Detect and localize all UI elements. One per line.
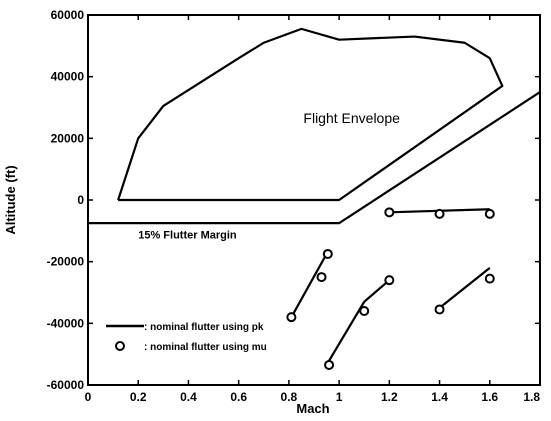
y-tick-label: -60000	[47, 378, 85, 392]
mu-series-marker	[484, 273, 495, 284]
mu-series-marker	[434, 304, 445, 315]
mu-series-marker	[484, 208, 495, 219]
mu-series-marker	[324, 359, 335, 370]
x-tick-label: 1	[336, 390, 343, 404]
x-tick-label: 0	[85, 390, 92, 404]
x-tick-label: 1.2	[381, 390, 398, 404]
y-tick-label: -20000	[47, 255, 85, 269]
flight-envelope-line	[117, 27, 504, 202]
legend-mu-label: : nominal flutter using mu	[144, 342, 267, 353]
mu-series-marker	[434, 208, 445, 219]
mu-series-marker	[359, 306, 370, 316]
plot-area	[88, 27, 540, 370]
y-tick-label: -40000	[47, 316, 85, 330]
mu-series-marker	[384, 207, 395, 218]
legend-pk-label: : nominal flutter using pk	[144, 322, 264, 333]
pk-series-segment	[438, 266, 491, 309]
x-tick-label: 1.8	[523, 390, 540, 404]
y-tick-label: 40000	[51, 70, 85, 84]
mu-series-marker	[316, 272, 327, 283]
legend: : nominal flutter using pk : nominal flut…	[106, 322, 267, 353]
annotations: Flight Envelope 15% Flutter Margin	[138, 110, 400, 242]
flight-envelope-label: Flight Envelope	[303, 110, 400, 126]
x-tick-label: 1.4	[431, 390, 448, 404]
y-tick-label: 60000	[51, 8, 85, 22]
flutter-margin-label: 15% Flutter Margin	[138, 230, 237, 242]
pk-series-segment	[290, 253, 328, 318]
x-tick-label: 0.2	[130, 390, 147, 404]
x-axis-title: Mach	[296, 401, 329, 416]
x-tick-label: 0.4	[180, 390, 197, 404]
x-tick-label: 1.6	[481, 390, 498, 404]
mu-series-marker	[286, 312, 297, 323]
y-tick-label: 20000	[51, 131, 85, 145]
pk-series-segment	[325, 301, 366, 366]
pk-series-segment	[363, 279, 391, 303]
mu-series-marker	[384, 275, 395, 286]
flutter-margin-line	[88, 91, 540, 225]
axis-ticks: 0 0.2 0.4 0.6 0.8 1 1.2 1.4 1.6 1.8 -60000 -40000 -2…	[47, 8, 541, 404]
y-axis-title: Altitude (ft)	[3, 165, 18, 234]
mu-series-marker	[322, 248, 333, 259]
x-tick-label: 0.6	[230, 390, 247, 404]
y-tick-label: 0	[77, 193, 84, 207]
x-tick-label: 0.8	[281, 390, 298, 404]
legend-mu-swatch	[115, 341, 125, 351]
